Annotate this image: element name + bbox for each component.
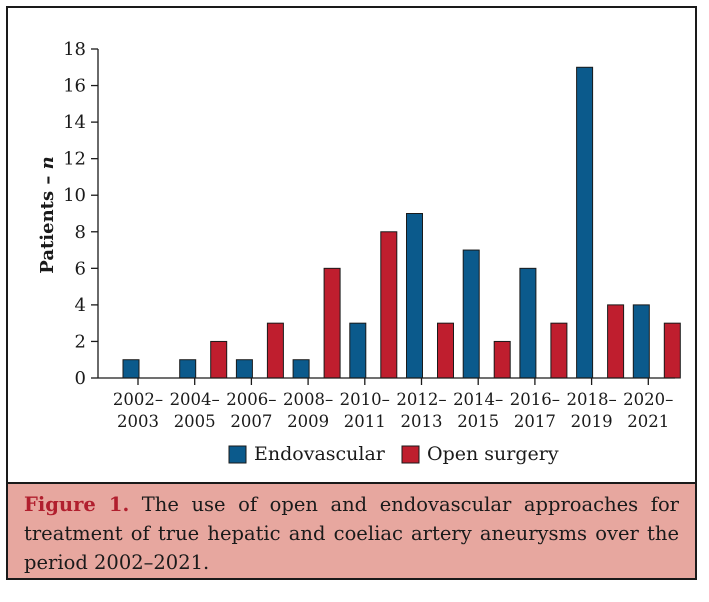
y-axis-label-italic: n	[37, 156, 58, 169]
bar-open-surgery-8	[607, 304, 625, 379]
y-axis-label: Patients – n	[37, 156, 58, 273]
legend-label-open-surgery: Open surgery	[427, 443, 559, 465]
legend: Endovascular Open surgery	[228, 443, 559, 465]
bar-endovascular-7	[519, 267, 537, 379]
y-tick-label-9: 18	[63, 39, 86, 60]
x-tick-label-bottom-6: 2015	[457, 412, 499, 431]
y-tick-label-5: 10	[63, 185, 86, 206]
x-axis-labels: 2002– 2003 2004– 2005 2006– 2007 2008– 2009 2010…	[113, 378, 673, 431]
x-tick-label-bottom-5: 2013	[401, 412, 443, 431]
x-tick-label-bottom-4: 2011	[344, 412, 386, 431]
legend-swatch-endovascular	[228, 445, 247, 464]
figure-caption: Figure 1. The use of open and endovascul…	[8, 482, 695, 578]
bar-open-surgery-2	[266, 322, 284, 379]
x-tick-label-top-7: 2016–	[510, 390, 560, 409]
figure-frame: Patients – n 0 2 4 6 8 10 12 14 16 18 2002– 2003 20…	[6, 6, 697, 580]
bar-endovascular-3	[292, 359, 310, 379]
y-tick-label-2: 4	[75, 295, 86, 316]
x-tick-label-top-1: 2004–	[170, 390, 220, 409]
bar-open-surgery-5	[437, 322, 454, 379]
bar-open-surgery-3	[323, 267, 341, 379]
y-tick-label-3: 6	[75, 258, 86, 279]
y-tick-label-4: 8	[75, 222, 86, 243]
bar-endovascular-2	[235, 359, 253, 379]
bar-endovascular-0	[122, 359, 140, 379]
bar-endovascular-9	[632, 304, 650, 379]
x-tick-label-bottom-3: 2009	[287, 412, 329, 431]
x-tick-label-top-9: 2020–	[623, 390, 673, 409]
y-tick-label-6: 12	[63, 149, 86, 170]
caption-text: The use of open and endovascular approac…	[24, 493, 680, 574]
x-tick-label-top-4: 2010–	[340, 390, 390, 409]
bar-endovascular-4	[349, 322, 367, 379]
x-tick-label-top-8: 2018–	[566, 390, 616, 409]
y-axis-ticks: 0 2 4 6 8 10 12 14 16 18	[63, 39, 98, 389]
y-tick-label-1: 2	[75, 331, 86, 352]
x-tick-label-bottom-1: 2005	[174, 412, 216, 431]
y-tick-label-0: 0	[75, 368, 86, 389]
bar-endovascular-8	[576, 66, 594, 379]
x-tick-label-bottom-8: 2019	[571, 412, 613, 431]
x-tick-label-bottom-7: 2017	[514, 412, 556, 431]
bar-endovascular-5	[406, 213, 423, 379]
x-tick-label-top-3: 2008–	[283, 390, 333, 409]
bar-open-surgery-1	[210, 340, 228, 379]
svg-text:Patients – n: Patients – n	[37, 156, 58, 273]
legend-swatch-open-surgery	[401, 445, 420, 464]
bar-open-surgery-6	[493, 340, 511, 379]
y-tick-label-8: 16	[63, 76, 86, 97]
x-tick-label-bottom-2: 2007	[230, 412, 272, 431]
bar-open-surgery-9	[663, 322, 681, 379]
x-tick-label-top-2: 2006–	[226, 390, 276, 409]
x-tick-label-bottom-9: 2021	[627, 412, 669, 431]
bar-open-surgery-4	[380, 231, 398, 379]
x-tick-label-top-0: 2002–	[113, 390, 163, 409]
y-tick-label-7: 14	[63, 112, 86, 133]
x-tick-label-top-6: 2014–	[453, 390, 503, 409]
legend-label-endovascular: Endovascular	[254, 443, 386, 465]
y-axis-label-main: Patients –	[37, 169, 58, 273]
bar-endovascular-6	[462, 249, 480, 379]
bars	[122, 66, 681, 379]
bar-open-surgery-7	[550, 322, 568, 379]
caption-label: Figure 1.	[24, 493, 130, 516]
x-tick-label-bottom-0: 2003	[117, 412, 159, 431]
x-tick-label-top-5: 2012–	[396, 390, 446, 409]
bar-endovascular-1	[179, 359, 197, 379]
